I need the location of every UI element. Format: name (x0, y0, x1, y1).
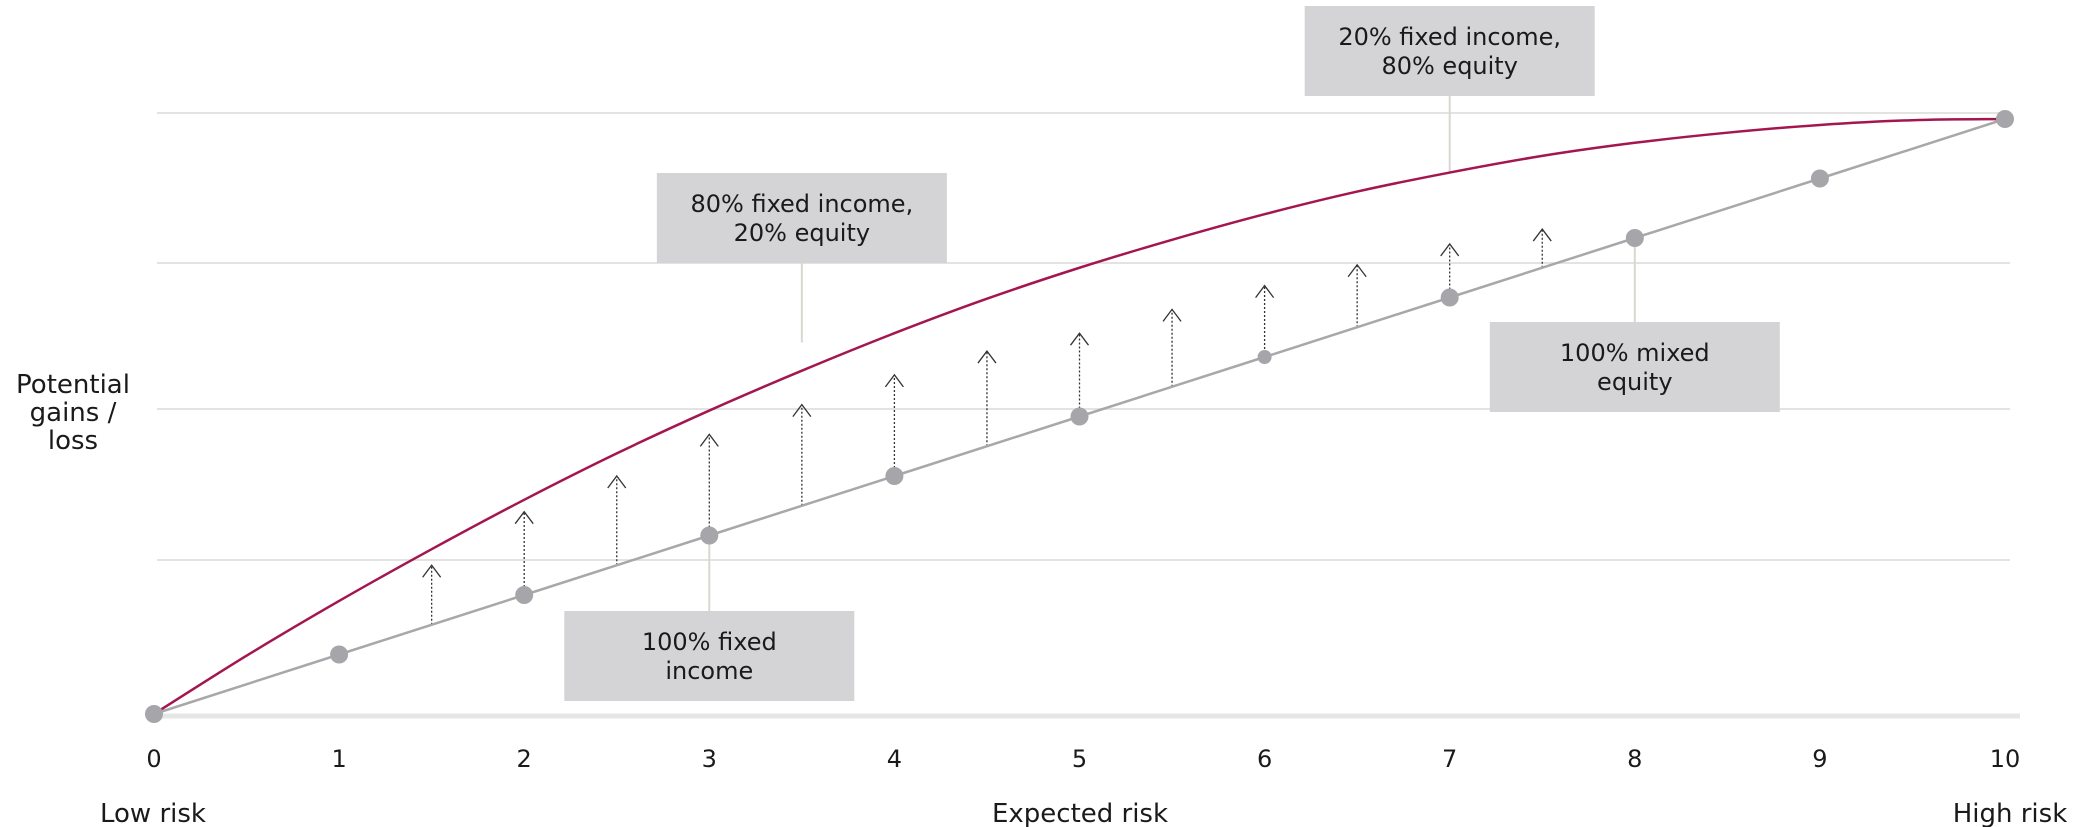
x-tick-5: 5 (1072, 745, 1087, 773)
low-risk-label: Low risk (100, 799, 206, 827)
gain-arrow-8 (1162, 308, 1182, 387)
callout-line: 100% fixed (642, 628, 777, 656)
callout-box (1489, 322, 1780, 412)
gain-arrow-9 (1255, 284, 1275, 357)
gain-arrow-0 (422, 564, 442, 625)
callout-line: equity (1597, 368, 1673, 396)
gain-arrows (422, 227, 1552, 625)
x-tick-2: 2 (517, 745, 532, 773)
gain-arrow-head (699, 433, 719, 447)
callout-leaders (708, 96, 1636, 611)
callout-box (656, 173, 947, 263)
callout-line: 20% fixed income, (1338, 23, 1561, 51)
x-tick-9: 9 (1812, 745, 1827, 773)
x-tick-4: 4 (887, 745, 902, 773)
callout-line: 20% equity (734, 219, 870, 247)
gain-arrow-head (1162, 308, 1182, 322)
marker-2 (515, 586, 534, 604)
callout-line: income (665, 657, 753, 685)
marker-3 (700, 526, 719, 545)
high-risk-label: High risk (1953, 799, 2068, 827)
callout-box (564, 611, 855, 701)
gain-arrow-7 (1069, 332, 1090, 417)
frontier-curve (153, 117, 2006, 716)
gain-arrow-4 (792, 403, 812, 506)
marker-9 (1810, 169, 1829, 188)
x-axis-label: Expected risk (992, 799, 1168, 827)
marker-8 (1625, 229, 1644, 247)
x-tick-0: 0 (146, 745, 161, 773)
gain-arrow-2 (607, 474, 627, 566)
x-tick-8: 8 (1627, 745, 1642, 773)
marker-10 (1996, 110, 2014, 128)
gain-arrow-1 (514, 510, 534, 595)
x-tick-labels: 0 1 2 3 4 5 6 7 8 9 10 (146, 745, 2020, 773)
gain-arrow-head (884, 373, 904, 388)
marker-5 (1070, 407, 1089, 426)
gain-arrow-head (1440, 242, 1460, 257)
linear-mix-markers (145, 110, 2014, 723)
gain-arrow-3 (699, 433, 719, 536)
marker-4 (885, 467, 904, 485)
x-tick-10: 10 (1990, 745, 2021, 773)
gain-arrow-5 (884, 373, 904, 476)
gain-arrow-head (422, 564, 442, 578)
callout-line: 80% fixed income, (690, 190, 913, 218)
gain-arrow-head (514, 510, 534, 525)
axis-labels: Potential gains / loss Expected risk Low r… (16, 370, 2067, 827)
x-tick-6: 6 (1257, 745, 1272, 773)
gain-arrow-10 (1347, 263, 1367, 328)
gain-arrow-head (607, 474, 627, 489)
y-axis-label: Potential gains / loss (16, 370, 130, 456)
callout-80-20: 80% fixed income,20% equity (656, 173, 947, 263)
marker-0 (145, 705, 163, 723)
y-axis-label-line: Potential (16, 370, 130, 400)
x-tick-7: 7 (1442, 745, 1457, 773)
y-axis-label-line: gains / (30, 398, 117, 428)
gain-arrow-head (1255, 284, 1275, 298)
gain-arrow-head (1532, 227, 1552, 242)
marker-1 (330, 645, 349, 664)
callout-line: 80% equity (1381, 52, 1517, 80)
y-axis-label-line: loss (48, 426, 98, 456)
gain-arrow-12 (1532, 227, 1552, 268)
marker-6 (1257, 350, 1272, 364)
gain-arrow-head (1347, 263, 1367, 278)
gain-arrow-head (1069, 332, 1090, 346)
gain-arrow-head (977, 349, 997, 364)
x-tick-3: 3 (702, 745, 717, 773)
gain-arrow-6 (977, 349, 997, 447)
callout-line: 100% mixed (1560, 339, 1710, 367)
gain-arrow-head (792, 403, 812, 417)
callout-box (1304, 6, 1595, 96)
callout-20-80: 20% fixed income,80% equity (1304, 6, 1595, 96)
x-tick-1: 1 (331, 745, 346, 773)
marker-7 (1440, 288, 1459, 307)
